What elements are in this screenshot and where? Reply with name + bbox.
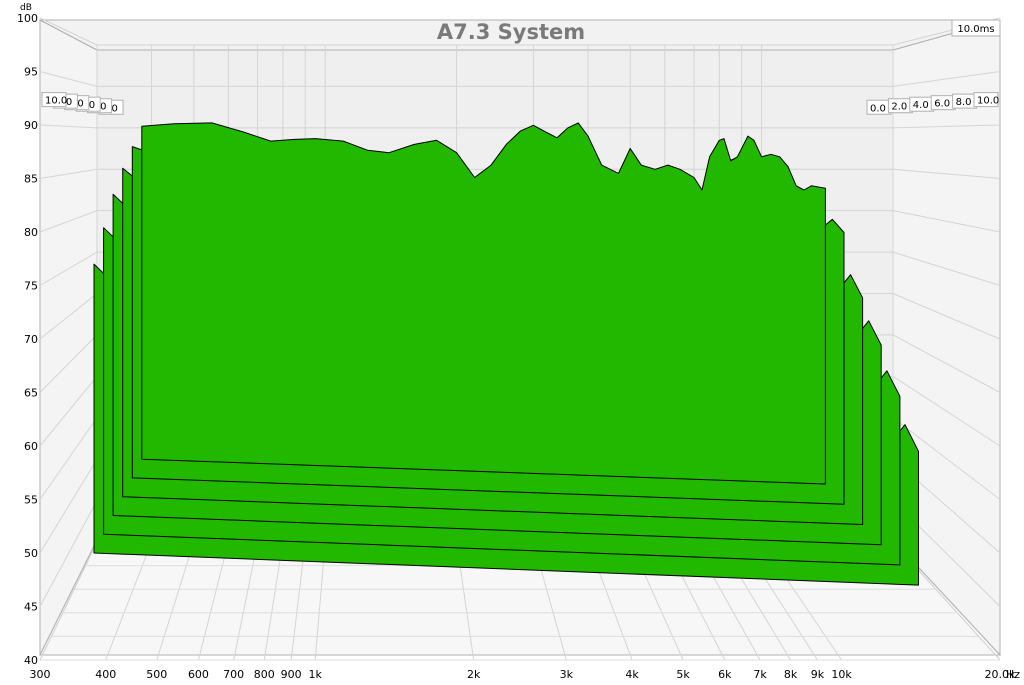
- x-tick-label: 5k: [676, 668, 690, 681]
- x-tick-label: 700: [223, 668, 244, 681]
- y-unit-label: dB: [20, 3, 32, 13]
- y-tick-label: 70: [24, 333, 38, 346]
- z-range-label: 10.0ms: [957, 24, 994, 35]
- y-tick-label: 50: [24, 547, 38, 560]
- y-tick-label: 90: [24, 119, 38, 132]
- z-tick-label-right: 8.0: [956, 97, 972, 108]
- x-tick-label: 800: [254, 668, 275, 681]
- x-tick-label: 1k: [309, 668, 323, 681]
- x-tick-label: 500: [146, 668, 167, 681]
- y-tick-label: 75: [24, 280, 38, 293]
- x-tick-label: 7k: [753, 668, 767, 681]
- y-tick-label: 95: [24, 66, 38, 79]
- y-tick-label: 65: [24, 387, 38, 400]
- x-tick-label: 300: [30, 668, 51, 681]
- z-tick-label-right: 0.0: [870, 103, 886, 114]
- z-tick-label-right-box: [973, 92, 999, 108]
- y-tick-label: 80: [24, 226, 38, 239]
- z-tick-label-right: 2.0: [891, 102, 907, 113]
- x-tick-label: 3k: [560, 668, 574, 681]
- waterfall-slice-0: [141, 122, 826, 485]
- x-tick-label: 8k: [784, 668, 798, 681]
- grid-line-y: [39, 17, 1001, 46]
- y-tick-label: 100: [17, 12, 38, 25]
- x-tick-label: 2k: [467, 668, 481, 681]
- z-tick-label-right: 6.0: [934, 99, 950, 110]
- grid-line-y: [39, 71, 1001, 87]
- x-tick-label: 900: [281, 668, 302, 681]
- y-tick-label: 45: [24, 601, 38, 614]
- x-tick-label: 600: [188, 668, 209, 681]
- axes: 300 400 500 600 700 800 900 1k 2k 3k 4k 5k 6k 7k 8k 9k 1…: [17, 12, 1016, 681]
- z-tick-label-left: 10.0: [45, 96, 67, 107]
- z-range-box: 10.0ms: [951, 19, 1001, 37]
- x-tick-label: 9k: [811, 668, 825, 681]
- x-tick-label: 400: [95, 668, 116, 681]
- z-tick-label-right: 10.0: [977, 96, 999, 107]
- chart-title: A7.3 System: [437, 20, 585, 44]
- y-tick-label: 60: [24, 440, 38, 453]
- x-tick-label: 6k: [718, 668, 732, 681]
- waterfall-series: [93, 122, 919, 586]
- y-tick-label: 55: [24, 494, 38, 507]
- x-tick-label: 4k: [625, 668, 639, 681]
- y-tick-label: 40: [24, 654, 38, 667]
- z-tick-label-right: 4.0: [913, 100, 929, 111]
- grid-line-y: [39, 124, 1001, 129]
- x-tick-label: 20.0k: [985, 668, 1016, 681]
- x-tick-label: 10k: [831, 668, 852, 681]
- z-tick-label-left-box: [41, 92, 67, 108]
- y-tick-label: 85: [24, 173, 38, 186]
- x-unit-label: Hz: [1006, 668, 1020, 681]
